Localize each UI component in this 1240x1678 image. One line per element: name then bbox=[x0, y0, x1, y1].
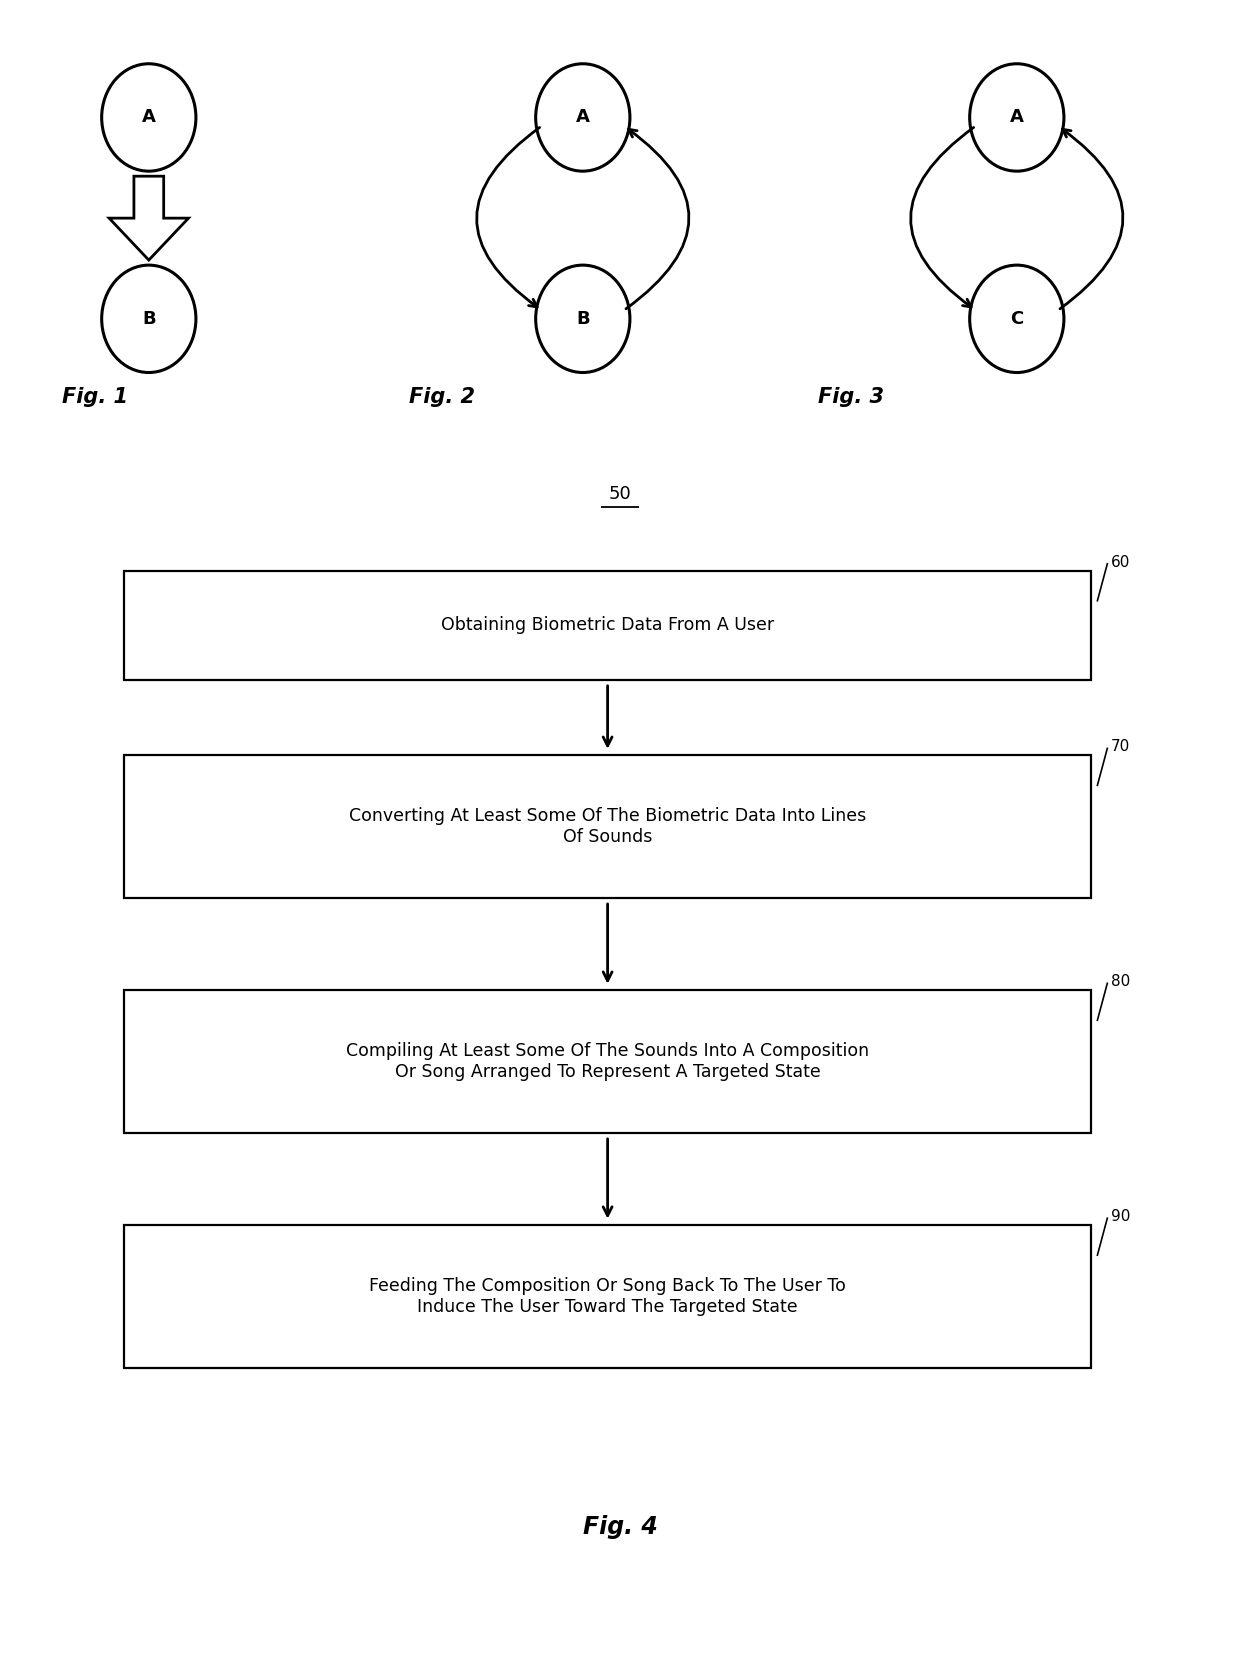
Ellipse shape bbox=[536, 64, 630, 171]
Text: 80: 80 bbox=[1111, 975, 1131, 988]
Ellipse shape bbox=[970, 265, 1064, 373]
Bar bbox=[124, 755, 1091, 898]
Ellipse shape bbox=[102, 64, 196, 171]
Text: Fig. 4: Fig. 4 bbox=[583, 1515, 657, 1539]
Bar bbox=[124, 571, 1091, 680]
Text: 60: 60 bbox=[1111, 555, 1131, 569]
Text: A: A bbox=[141, 109, 156, 126]
Text: 50: 50 bbox=[609, 485, 631, 503]
Text: B: B bbox=[143, 310, 155, 327]
Ellipse shape bbox=[536, 265, 630, 373]
Ellipse shape bbox=[102, 265, 196, 373]
Text: Fig. 1: Fig. 1 bbox=[62, 386, 128, 406]
Bar bbox=[124, 1225, 1091, 1368]
Text: A: A bbox=[1009, 109, 1024, 126]
Text: C: C bbox=[1011, 310, 1023, 327]
Text: Feeding The Composition Or Song Back To The User To
Induce The User Toward The T: Feeding The Composition Or Song Back To … bbox=[370, 1277, 846, 1316]
Text: 70: 70 bbox=[1111, 740, 1131, 753]
Text: A: A bbox=[575, 109, 590, 126]
Text: Converting At Least Some Of The Biometric Data Into Lines
Of Sounds: Converting At Least Some Of The Biometri… bbox=[348, 807, 867, 846]
Polygon shape bbox=[109, 176, 188, 260]
Text: Fig. 3: Fig. 3 bbox=[818, 386, 884, 406]
Text: Obtaining Biometric Data From A User: Obtaining Biometric Data From A User bbox=[441, 616, 774, 634]
Bar bbox=[124, 990, 1091, 1133]
Ellipse shape bbox=[970, 64, 1064, 171]
Text: Fig. 2: Fig. 2 bbox=[409, 386, 475, 406]
Text: Compiling At Least Some Of The Sounds Into A Composition
Or Song Arranged To Rep: Compiling At Least Some Of The Sounds In… bbox=[346, 1042, 869, 1081]
Text: B: B bbox=[577, 310, 589, 327]
Text: 90: 90 bbox=[1111, 1210, 1131, 1223]
